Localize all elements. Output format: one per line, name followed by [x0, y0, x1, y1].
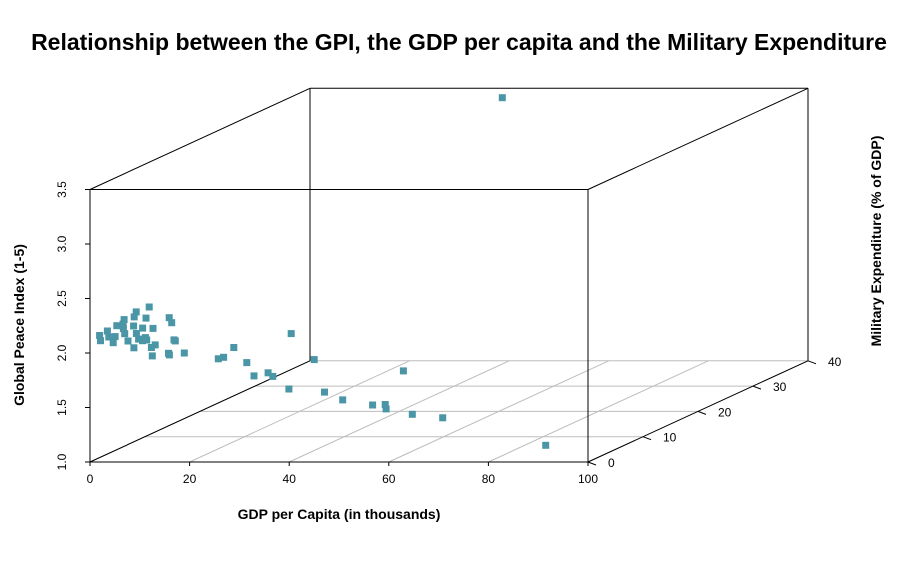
data-point — [408, 410, 416, 418]
data-point — [143, 336, 151, 344]
data-point — [105, 333, 113, 341]
data-point — [542, 441, 550, 449]
data-point — [130, 344, 138, 352]
box-edge — [587, 87, 809, 190]
data-point — [382, 405, 390, 413]
y-tick-label: 30 — [773, 380, 787, 394]
data-point — [148, 352, 156, 360]
y-tick-label: 10 — [663, 431, 677, 445]
z-tick-label: 1.0 — [55, 453, 69, 470]
plot-box — [89, 87, 809, 463]
data-point — [142, 314, 150, 322]
x-tick-label: 60 — [382, 472, 396, 486]
y-tick-mark — [587, 461, 597, 466]
data-point — [439, 414, 447, 422]
z-tick-label: 2.0 — [55, 344, 69, 361]
z-tick-label: 3.0 — [55, 235, 69, 252]
data-point — [109, 339, 117, 347]
x-tick-label: 80 — [482, 472, 496, 486]
data-point — [498, 94, 506, 102]
data-point — [165, 351, 173, 359]
y-tick-mark — [642, 436, 652, 441]
data-point — [103, 327, 111, 335]
data-point — [149, 324, 157, 332]
z-axis-title: Global Peace Index (1-5) — [11, 244, 27, 406]
data-point — [269, 372, 277, 380]
z-tick-label: 2.5 — [55, 290, 69, 307]
data-point — [243, 359, 251, 367]
data-point — [230, 344, 238, 351]
data-point — [399, 367, 407, 375]
data-point — [321, 388, 328, 396]
data-point — [96, 332, 104, 339]
data-points — [96, 94, 550, 449]
data-point — [339, 396, 347, 404]
data-point — [132, 308, 140, 316]
data-point — [381, 401, 389, 408]
data-point — [214, 355, 222, 363]
data-point — [124, 337, 132, 345]
data-point — [139, 324, 147, 332]
data-point — [132, 330, 140, 337]
box-edge — [89, 87, 311, 190]
z-tick-label: 1.5 — [55, 399, 69, 416]
chart-title: Relationship between the GPI, the GDP pe… — [31, 29, 887, 55]
data-point — [250, 372, 258, 380]
data-point — [97, 337, 104, 345]
data-point — [130, 313, 138, 321]
data-point — [171, 337, 179, 345]
data-point — [147, 344, 155, 351]
data-point — [111, 333, 119, 341]
y-axis-title: Military Expenditure (% of GDP) — [868, 136, 884, 347]
floor-grid — [89, 360, 809, 463]
data-point — [119, 320, 127, 328]
x-tick-label: 20 — [183, 472, 197, 486]
y-tick-mark — [752, 385, 762, 390]
data-point — [285, 385, 293, 393]
x-tick-label: 100 — [578, 472, 598, 486]
data-point — [310, 356, 318, 364]
data-point — [135, 335, 143, 343]
y-tick-mark — [697, 410, 707, 415]
data-point — [121, 330, 129, 338]
data-point — [119, 325, 127, 333]
y-tick-label: 40 — [828, 355, 842, 369]
data-point — [130, 322, 138, 330]
data-point — [113, 322, 121, 330]
z-tick-label: 3.5 — [55, 181, 69, 198]
data-point — [151, 341, 159, 349]
x-axis-title: GDP per Capita (in thousands) — [238, 506, 441, 522]
data-point — [264, 369, 272, 377]
y-tick-mark — [807, 360, 817, 365]
x-tick-label: 0 — [87, 472, 94, 486]
data-point — [165, 314, 173, 322]
data-point — [220, 353, 228, 361]
data-point — [120, 316, 128, 324]
data-point — [369, 401, 377, 409]
axis-ticks: 0 20 40 60 80 100 1.0 1.5 2.0 2.5 3.0 3.5 0 10 20 30 40 — [55, 181, 842, 486]
data-point — [139, 337, 146, 345]
data-point — [168, 319, 176, 327]
data-point — [287, 330, 295, 338]
data-point — [145, 303, 153, 311]
x-tick-label: 40 — [283, 472, 297, 486]
y-tick-label: 0 — [608, 456, 615, 470]
y-tick-label: 20 — [718, 405, 732, 419]
data-point — [180, 349, 188, 357]
